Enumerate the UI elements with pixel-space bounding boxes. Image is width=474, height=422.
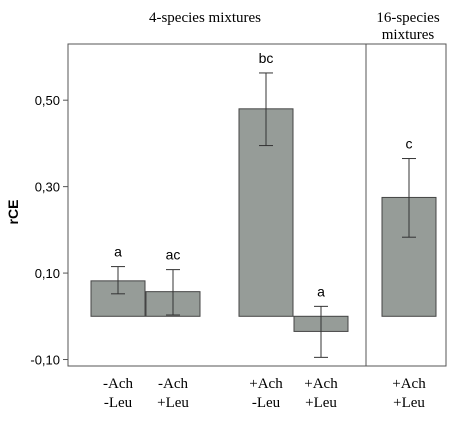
x-tick-label-line2: +Leu (393, 395, 425, 411)
group-title-16-species-line2: mixtures (382, 27, 435, 43)
x-tick-label-line1: +Ach (304, 376, 338, 392)
y-tick-label: -0,10 (30, 353, 60, 368)
x-tick-label-line2: -Leu (104, 395, 133, 411)
plot-frame (67, 43, 447, 367)
x-tick-label-line2: +Leu (305, 395, 337, 411)
bar (238, 108, 294, 317)
x-tick-label-line2: -Leu (252, 395, 281, 411)
significance-letter: a (114, 244, 122, 260)
significance-letter: ac (166, 247, 181, 263)
y-axis-label: rCE (5, 200, 21, 225)
significance-letter: bc (259, 50, 274, 66)
x-axis-labels: -Ach -Leu -Ach +Leu +Ach -Leu +Ach +Leu +Ach +Leu (103, 376, 426, 411)
x-tick-label-line1: +Ach (249, 376, 283, 392)
group-title-4-species: 4-species mixtures (149, 10, 261, 26)
x-tick-label-line1: -Ach (103, 376, 133, 392)
y-axis: -0,10 0,10 0,30 0,50 (30, 93, 68, 368)
significance-letter: c (406, 136, 413, 152)
x-tick-label-line2: +Leu (157, 395, 189, 411)
y-tick-label: 0,30 (35, 180, 60, 195)
x-tick-label-line1: +Ach (392, 376, 426, 392)
significance-letter: a (317, 283, 325, 299)
x-tick-label-line1: -Ach (158, 376, 188, 392)
y-tick-label: 0,10 (35, 266, 60, 281)
y-tick-label: 0,50 (35, 93, 60, 108)
group-title-16-species-line1: 16-species (376, 10, 439, 26)
